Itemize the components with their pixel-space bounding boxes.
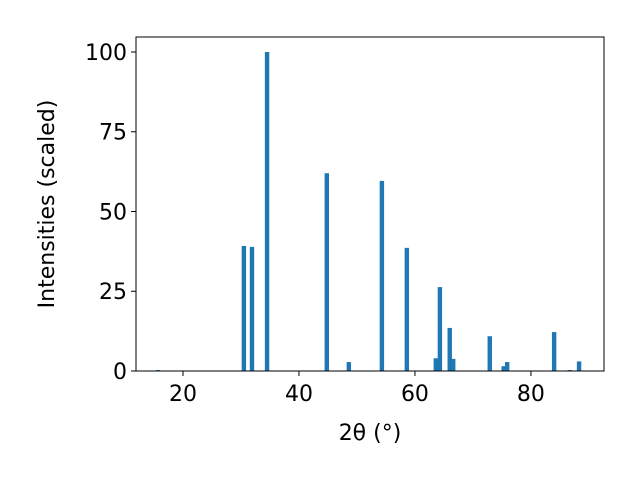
- y-tick-label: 0: [113, 360, 127, 385]
- bar: [433, 358, 439, 371]
- bar: [346, 362, 352, 371]
- y-tick-label: 25: [99, 280, 127, 305]
- y-tick-label: 50: [99, 200, 127, 225]
- x-tick-label: 20: [169, 382, 197, 407]
- y-axis-label: Intensities (scaled): [35, 100, 60, 309]
- bar: [324, 173, 329, 371]
- bar: [451, 358, 456, 371]
- bar: [504, 362, 510, 371]
- bar: [379, 180, 385, 371]
- bar: [576, 361, 582, 371]
- bar: [501, 366, 506, 371]
- bar: [241, 245, 247, 371]
- bar: [404, 247, 410, 371]
- x-tick-label: 80: [517, 382, 545, 407]
- bar: [551, 332, 557, 371]
- bar: [487, 336, 492, 371]
- bar: [437, 287, 443, 371]
- x-tick-label: 40: [285, 382, 313, 407]
- x-tick-label: 60: [401, 382, 429, 407]
- y-tick-label: 75: [99, 121, 127, 146]
- x-axis-label: 2θ (°): [339, 421, 402, 446]
- bar: [249, 246, 255, 371]
- bar: [447, 327, 452, 371]
- plot-frame: [135, 36, 605, 372]
- y-tick-label: 100: [85, 41, 127, 66]
- bar: [264, 51, 270, 371]
